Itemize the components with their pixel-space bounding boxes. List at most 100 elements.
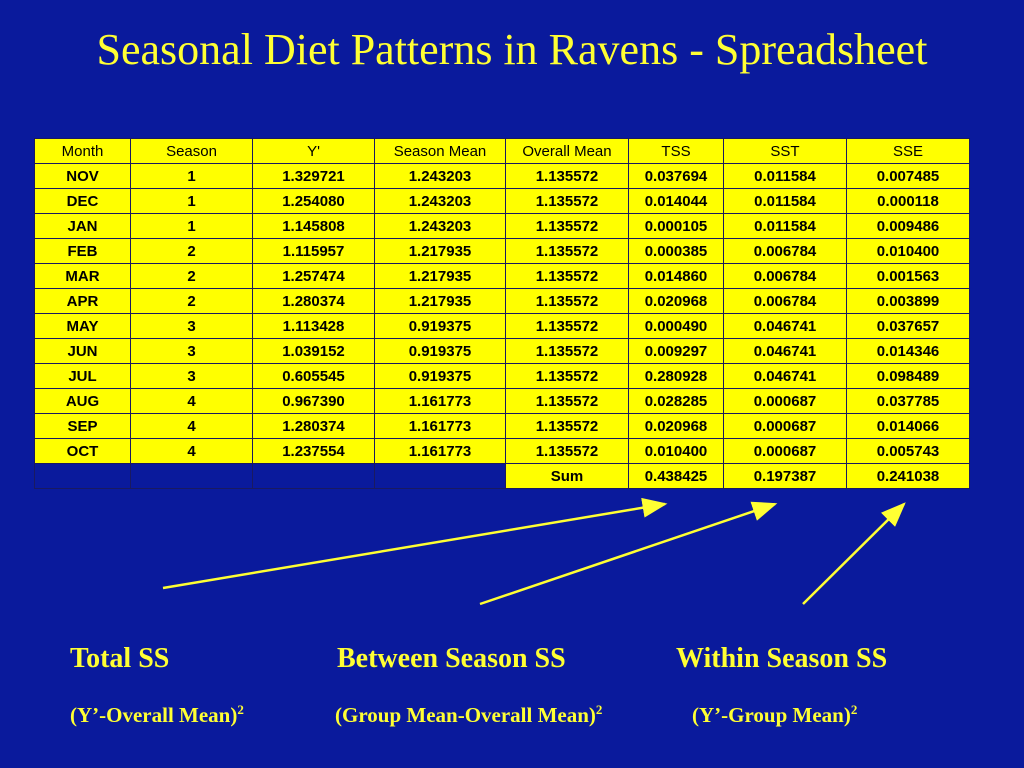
column-header[interactable]: SSE bbox=[846, 138, 970, 164]
column-header[interactable]: Season bbox=[130, 138, 253, 164]
table-cell[interactable]: 0.011584 bbox=[723, 188, 847, 214]
table-cell[interactable]: 0.000118 bbox=[846, 188, 970, 214]
table-cell[interactable]: 1.161773 bbox=[374, 413, 506, 439]
table-cell[interactable]: 2 bbox=[130, 288, 253, 314]
empty-cell[interactable] bbox=[130, 463, 253, 489]
exponent: 2 bbox=[237, 702, 244, 717]
table-cell[interactable]: 0.919375 bbox=[374, 313, 506, 339]
table-cell[interactable]: AUG bbox=[34, 388, 131, 414]
table-cell[interactable]: 0.014044 bbox=[628, 188, 724, 214]
table-cell[interactable]: JUN bbox=[34, 338, 131, 364]
table-cell[interactable]: 0.020968 bbox=[628, 288, 724, 314]
table-cell[interactable]: 3 bbox=[130, 363, 253, 389]
table-cell[interactable]: 0.009486 bbox=[846, 213, 970, 239]
table-cell[interactable]: 2 bbox=[130, 263, 253, 289]
table-cell[interactable]: 0.037785 bbox=[846, 388, 970, 414]
table-cell[interactable]: 0.028285 bbox=[628, 388, 724, 414]
table-cell[interactable]: DEC bbox=[34, 188, 131, 214]
table-cell[interactable]: 3 bbox=[130, 338, 253, 364]
between-ss-label: Between Season SS bbox=[337, 643, 566, 674]
table-cell[interactable]: APR bbox=[34, 288, 131, 314]
exponent: 2 bbox=[595, 702, 603, 717]
table-cell[interactable]: 1.039152 bbox=[252, 338, 375, 364]
table-cell[interactable]: NOV bbox=[34, 163, 131, 189]
table-cell[interactable]: 1.135572 bbox=[505, 188, 629, 214]
table-cell[interactable]: 0.005743 bbox=[846, 438, 970, 464]
table-cell[interactable]: OCT bbox=[34, 438, 131, 464]
within-ss-label: Within Season SS bbox=[676, 643, 888, 674]
slide-title: Seasonal Diet Patterns in Ravens - Sprea… bbox=[96, 25, 928, 74]
table-cell[interactable]: 0.020968 bbox=[628, 413, 724, 439]
table-cell[interactable]: 4 bbox=[130, 388, 253, 414]
table-row: JUN 3 1.039152 0.919375 1.135572 0.009297 0.04… bbox=[34, 338, 970, 364]
table-cell[interactable]: 0.003899 bbox=[846, 288, 970, 314]
column-header[interactable]: Overall Mean bbox=[505, 138, 629, 164]
table-cell[interactable]: FEB bbox=[34, 238, 131, 264]
table-cell[interactable]: JUL bbox=[34, 363, 131, 389]
table-cell[interactable]: 1.135572 bbox=[505, 288, 629, 314]
table-cell[interactable]: 0.037657 bbox=[846, 313, 970, 339]
within-formula-text: (Y’-Group Mean) bbox=[692, 703, 851, 727]
table-cell[interactable]: 1.217935 bbox=[374, 288, 506, 314]
table-cell[interactable]: 1.135572 bbox=[505, 338, 629, 364]
table-cell[interactable]: JAN bbox=[34, 213, 131, 239]
column-header[interactable]: Month bbox=[34, 138, 131, 164]
table-cell[interactable]: 3 bbox=[130, 313, 253, 339]
sum-tss-cell[interactable]: 0.438425 bbox=[628, 463, 724, 489]
table-cell[interactable]: 1.254080 bbox=[252, 188, 375, 214]
table-cell[interactable]: 1.135572 bbox=[505, 213, 629, 239]
between-formula: (Group Mean-Overall Mean)2 bbox=[335, 697, 602, 728]
table-cell[interactable]: 1.329721 bbox=[252, 163, 375, 189]
table-cell[interactable]: 1.115957 bbox=[252, 238, 375, 264]
empty-cell[interactable] bbox=[374, 463, 506, 489]
table-cell[interactable]: 0.000687 bbox=[723, 413, 847, 439]
table-cell[interactable]: 1.161773 bbox=[374, 438, 506, 464]
table-cell[interactable]: 0.000105 bbox=[628, 213, 724, 239]
table-cell[interactable]: 1.217935 bbox=[374, 238, 506, 264]
table-cell[interactable]: 1.135572 bbox=[505, 313, 629, 339]
table-cell[interactable]: 2 bbox=[130, 238, 253, 264]
table-cell[interactable]: 0.006784 bbox=[723, 288, 847, 314]
table-cell[interactable]: 1.135572 bbox=[505, 263, 629, 289]
column-header[interactable]: SST bbox=[723, 138, 847, 164]
table-cell[interactable]: 1.135572 bbox=[505, 163, 629, 189]
total-formula: (Y’-Overall Mean)2 bbox=[70, 697, 244, 728]
table-cell[interactable]: 1.243203 bbox=[374, 188, 506, 214]
sum-sst-cell[interactable]: 0.197387 bbox=[723, 463, 847, 489]
table-cell[interactable]: 0.046741 bbox=[723, 338, 847, 364]
table-cell[interactable]: 4 bbox=[130, 438, 253, 464]
table-cell[interactable]: 0.014066 bbox=[846, 413, 970, 439]
arrow-total-ss bbox=[162, 497, 668, 590]
table-cell[interactable]: 0.919375 bbox=[374, 338, 506, 364]
column-header[interactable]: TSS bbox=[628, 138, 724, 164]
column-header[interactable]: Season Mean bbox=[374, 138, 506, 164]
between-formula-text: (Group Mean-Overall Mean) bbox=[335, 703, 596, 727]
table-cell[interactable]: 1.237554 bbox=[252, 438, 375, 464]
table-cell[interactable]: 0.046741 bbox=[723, 363, 847, 389]
empty-cell[interactable] bbox=[34, 463, 131, 489]
table-cell[interactable]: 0.280928 bbox=[628, 363, 724, 389]
table-cell[interactable]: 0.098489 bbox=[846, 363, 970, 389]
table-cell[interactable]: 1.280374 bbox=[252, 288, 375, 314]
table-cell[interactable]: 0.000687 bbox=[723, 438, 847, 464]
table-cell[interactable]: 0.919375 bbox=[374, 363, 506, 389]
table-cell[interactable]: 0.014346 bbox=[846, 338, 970, 364]
table-cell[interactable]: 0.007485 bbox=[846, 163, 970, 189]
total-formula-text: (Y’-Overall Mean) bbox=[70, 703, 238, 727]
table-cell[interactable]: 0.000385 bbox=[628, 238, 724, 264]
table-cell[interactable]: 1.257474 bbox=[252, 263, 375, 289]
table-cell[interactable]: 1.145808 bbox=[252, 213, 375, 239]
table-cell[interactable]: 4 bbox=[130, 413, 253, 439]
table-cell[interactable]: 0.009297 bbox=[628, 338, 724, 364]
table-cell[interactable]: MAY bbox=[34, 313, 131, 339]
table-cell[interactable]: 0.010400 bbox=[628, 438, 724, 464]
table-cell[interactable]: 1.135572 bbox=[505, 438, 629, 464]
table-row: MAY 3 1.113428 0.919375 1.135572 0.000490 0.04… bbox=[34, 313, 970, 339]
table-cell[interactable]: 1.113428 bbox=[252, 313, 375, 339]
sum-label-cell[interactable]: Sum bbox=[505, 463, 629, 489]
table-cell[interactable]: 1.280374 bbox=[252, 413, 375, 439]
table-cell[interactable]: MAR bbox=[34, 263, 131, 289]
sum-sse-cell[interactable]: 0.241038 bbox=[846, 463, 970, 489]
table-cell[interactable]: 1 bbox=[130, 213, 253, 239]
empty-cell[interactable] bbox=[252, 463, 375, 489]
